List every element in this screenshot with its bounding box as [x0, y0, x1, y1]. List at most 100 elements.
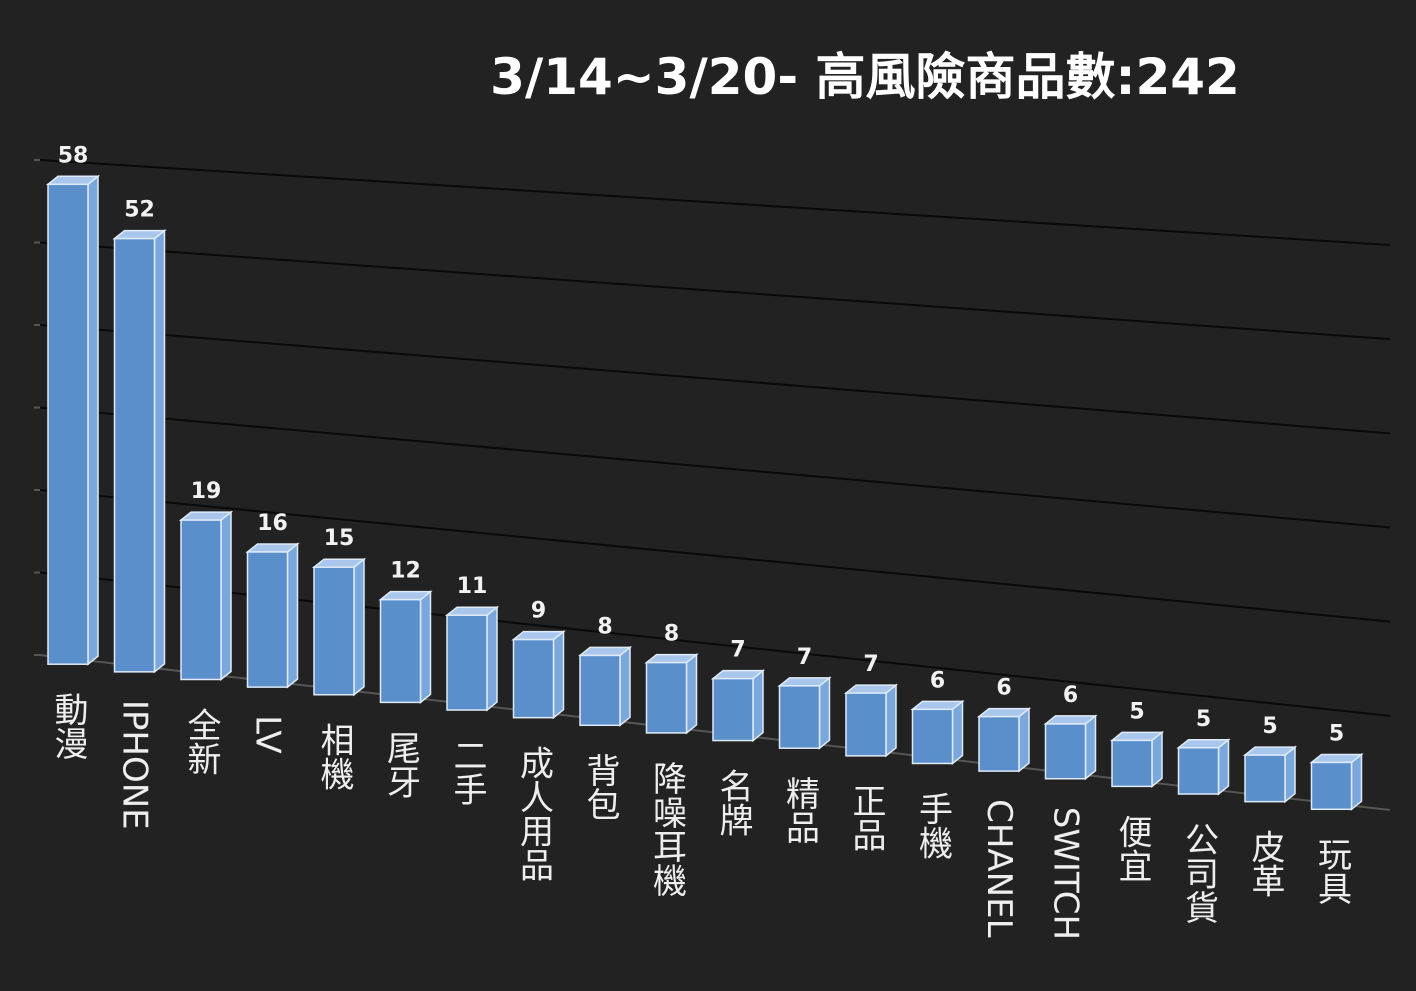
- bar: [512, 638, 555, 719]
- x-tick-label: 便宜: [1112, 814, 1152, 882]
- bar-top: [976, 707, 1032, 718]
- value-label: 12: [390, 559, 421, 584]
- x-tick-label: 動漫: [48, 692, 88, 760]
- bar-side: [951, 699, 964, 766]
- x-tick-label: 名牌: [713, 768, 753, 836]
- bar-side: [220, 510, 232, 682]
- x-tick-label: IPHONE: [115, 700, 155, 830]
- bar-side: [1284, 745, 1296, 804]
- x-tick-label: SWITCH: [1046, 807, 1086, 940]
- bar-top: [511, 630, 566, 641]
- bar-side: [1018, 707, 1030, 773]
- bar: [446, 614, 488, 711]
- value-label: 5: [1329, 721, 1344, 746]
- value-label: 6: [930, 668, 945, 693]
- value-label: 8: [597, 614, 612, 639]
- bar: [579, 654, 621, 727]
- x-tick-label: 精品: [780, 776, 820, 844]
- grid-line: [39, 241, 1391, 341]
- bar-top: [178, 511, 234, 521]
- x-tick-label: 公司貨: [1179, 822, 1219, 924]
- bar: [911, 708, 954, 765]
- bar: [645, 661, 688, 734]
- bar-side: [1350, 752, 1363, 811]
- bar-top: [1176, 739, 1231, 749]
- x-tick-label: 成人用品: [514, 746, 554, 882]
- grid-line: [39, 324, 1391, 435]
- bar-side: [286, 542, 299, 689]
- value-label: 9: [531, 599, 546, 624]
- bar-side: [752, 669, 764, 743]
- bar-side: [353, 557, 365, 697]
- bar-side: [685, 653, 698, 735]
- bar: [47, 183, 89, 665]
- x-tick-label: 相機: [314, 723, 354, 791]
- bar-side: [87, 174, 99, 666]
- bar: [712, 677, 754, 742]
- x-tick-label: 手機: [913, 791, 953, 859]
- bar: [1177, 747, 1220, 795]
- x-tick-label: 皮革: [1245, 830, 1285, 898]
- value-label: 5: [1262, 714, 1277, 739]
- value-label: 52: [124, 198, 155, 223]
- bar: [1111, 739, 1153, 788]
- bar-top: [112, 229, 167, 240]
- value-label: 11: [457, 574, 488, 599]
- x-tick-label: 二手: [447, 738, 487, 806]
- value-label: 6: [1063, 683, 1078, 708]
- bar-top: [1309, 753, 1364, 764]
- x-tick-label: 全新: [181, 707, 221, 775]
- value-label: 58: [58, 143, 89, 168]
- value-label: 7: [730, 638, 745, 663]
- bar-side: [1151, 730, 1163, 788]
- bar-side: [818, 676, 831, 750]
- bar: [778, 685, 821, 749]
- bar: [1244, 754, 1286, 803]
- x-tick-label: 尾牙: [381, 730, 421, 798]
- bar-top: [1242, 746, 1298, 756]
- grid-line: [39, 159, 1391, 246]
- bar-top: [311, 558, 367, 568]
- bar-side: [619, 645, 631, 727]
- bar: [1044, 723, 1087, 780]
- value-label: 7: [863, 652, 878, 677]
- bar-side: [153, 229, 166, 674]
- bar-top: [777, 677, 832, 687]
- grid-line: [39, 489, 1391, 623]
- bar: [180, 519, 222, 681]
- bar-side: [419, 590, 432, 704]
- x-tick-label: 玩具: [1312, 837, 1352, 905]
- x-tick-label: LV: [248, 715, 288, 753]
- x-tick-label: 背包: [580, 753, 620, 821]
- bar: [313, 566, 355, 696]
- bar: [113, 237, 156, 673]
- grid-line: [39, 406, 1391, 529]
- bar-side: [1217, 738, 1230, 796]
- bar-top: [710, 669, 766, 680]
- bar-side: [552, 630, 565, 720]
- bar-side: [885, 683, 897, 758]
- bar-side: [1084, 714, 1097, 781]
- value-label: 5: [1196, 707, 1211, 732]
- bar-side: [486, 605, 498, 712]
- bar: [1310, 761, 1353, 811]
- x-tick-label: CHANEL: [979, 799, 1019, 937]
- chart-title: 3/14~3/20- 高風險商品數:242: [490, 48, 1240, 106]
- bar-top: [245, 543, 300, 553]
- value-label: 19: [191, 479, 222, 504]
- value-label: 7: [797, 645, 812, 670]
- bar-top: [644, 653, 699, 664]
- bar: [379, 598, 422, 704]
- value-label: 6: [996, 676, 1011, 701]
- bar: [246, 551, 289, 688]
- value-label: 16: [257, 511, 288, 536]
- bar-top: [843, 684, 899, 694]
- value-label: 5: [1129, 699, 1144, 724]
- bar-top: [378, 590, 433, 601]
- bar-top: [910, 700, 965, 711]
- bar-top: [1043, 715, 1098, 725]
- bar: [845, 692, 887, 757]
- value-label: 8: [664, 622, 679, 647]
